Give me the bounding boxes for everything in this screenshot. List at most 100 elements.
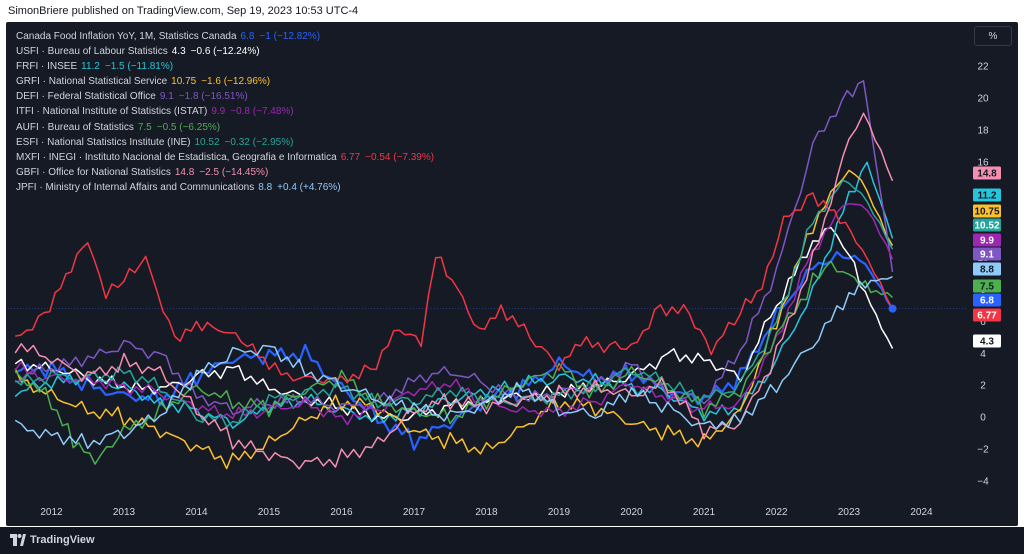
series-line[interactable] bbox=[14, 276, 893, 450]
legend-series-name: USFI · Bureau of Labour Statistics bbox=[16, 46, 168, 58]
legend-series-value: 10.52 bbox=[194, 136, 220, 148]
legend-entry[interactable]: MXFI · INEGI · Instituto Nacional de Est… bbox=[16, 150, 434, 165]
y-tick-label: 22 bbox=[977, 61, 989, 72]
legend-entry[interactable]: USFI · Bureau of Labour Statistics 4.3 −0.… bbox=[16, 44, 434, 59]
y-tick-label: 0 bbox=[980, 413, 986, 424]
legend-series-change: −1.5 (−11.81%) bbox=[104, 61, 174, 73]
legend-series-change: −2.5 (−14.45%) bbox=[199, 166, 269, 178]
value-tag-label: 9.9 bbox=[980, 236, 994, 247]
y-tick-label: 4 bbox=[980, 349, 986, 360]
legend-series-name: MXFI · INEGI · Instituto Nacional de Est… bbox=[16, 151, 337, 163]
legend-series-name: GRFI · National Statistical Service bbox=[16, 76, 168, 88]
y-tick-label: 18 bbox=[977, 125, 989, 136]
value-tag-label: 4.3 bbox=[980, 337, 994, 348]
series-line[interactable] bbox=[14, 260, 893, 465]
legend-entry[interactable]: AUFI · Bureau of Statistics 7.5 −0.5 (−6.2… bbox=[16, 120, 434, 135]
footer-bar bbox=[0, 527, 1024, 554]
x-tick-label: 2022 bbox=[765, 507, 788, 518]
value-tag bbox=[973, 279, 1001, 293]
x-tick-label: 2013 bbox=[113, 507, 136, 518]
legend-series-name: GBFI · Office for National Statistics bbox=[16, 166, 171, 178]
publish-header: SimonBriere published on TradingView.com… bbox=[8, 5, 359, 17]
legend-series-value: 14.8 bbox=[174, 166, 195, 178]
y-tick-label: 20 bbox=[977, 93, 989, 104]
legend-series-value: 6.77 bbox=[340, 151, 361, 163]
value-tag bbox=[973, 166, 1001, 180]
series-line[interactable] bbox=[15, 80, 894, 416]
legend-series-value: 4.3 bbox=[171, 46, 186, 58]
legend-series-value: 6.8 bbox=[240, 31, 255, 42]
legend-series-name: JPFI · Ministry of Internal Affairs and … bbox=[16, 181, 255, 193]
value-tag bbox=[973, 334, 1001, 348]
x-axis: 2012 2013 2014 2015 2016 2017 2018 2019 2020 2021… bbox=[40, 507, 933, 518]
value-tag bbox=[973, 262, 1001, 276]
y-tick-label: 2 bbox=[980, 381, 986, 392]
tradingview-logo-icon[interactable] bbox=[10, 534, 26, 546]
y-tick-label: −2 bbox=[977, 445, 989, 456]
legend-series-change: −1 (−12.82%) bbox=[259, 31, 321, 42]
x-tick-label: 2015 bbox=[258, 507, 281, 518]
series-line[interactable] bbox=[14, 179, 894, 428]
legend-series-value: 9.9 bbox=[211, 106, 226, 118]
legend-series-change: −0.8 (−7.48%) bbox=[230, 106, 294, 118]
y-tick-label: −4 bbox=[977, 477, 989, 488]
value-tag-label: 6.8 bbox=[980, 296, 994, 307]
legend-entry[interactable]: ESFI · National Statistics Institute (IN… bbox=[16, 135, 434, 150]
value-tag-label: 11.2 bbox=[978, 191, 997, 202]
x-tick-label: 2024 bbox=[910, 507, 933, 518]
x-tick-label: 2023 bbox=[838, 507, 861, 518]
value-tag-label: 9.1 bbox=[980, 250, 994, 261]
legend-entry[interactable]: GBFI · Office for National Statistics 14.… bbox=[16, 165, 434, 180]
value-tag-label: 8.8 bbox=[980, 265, 994, 276]
legend-series-value: 8.8 bbox=[258, 181, 273, 193]
legend-series-change: −1.8 (−16.51%) bbox=[178, 91, 248, 103]
series-line[interactable] bbox=[14, 112, 894, 470]
series-line[interactable] bbox=[14, 161, 894, 429]
value-tag-label: 10.52 bbox=[974, 221, 999, 232]
value-tag-label: 6.77 bbox=[977, 311, 997, 322]
price-tags: 14.8 11.2 10.75 10.52 9.9 9.1 8.8 7.5 6.8 6.77 4.3 bbox=[973, 166, 1001, 348]
x-tick-label: 2017 bbox=[403, 507, 426, 518]
value-tag bbox=[973, 247, 1001, 261]
legend-entry[interactable]: GRFI · National Statistical Service 10.75… bbox=[16, 74, 434, 89]
x-tick-label: 2018 bbox=[475, 507, 498, 518]
legend-entry[interactable]: DEFI · Federal Statistical Office 9.1 −1.8… bbox=[16, 89, 434, 104]
value-tag-label: 10.75 bbox=[974, 207, 999, 218]
value-tag bbox=[973, 188, 1001, 202]
legend-series-name: Canada Food Inflation YoY, 1M, Statistic… bbox=[16, 31, 237, 42]
x-tick-label: 2014 bbox=[185, 507, 208, 518]
legend-series-value: 10.75 bbox=[171, 76, 197, 88]
legend-entry[interactable]: JPFI · Ministry of Internal Affairs and … bbox=[16, 180, 434, 195]
legend-entry[interactable]: Canada Food Inflation YoY, 1M, Statistic… bbox=[16, 29, 434, 44]
series-layer bbox=[14, 80, 897, 470]
value-tag bbox=[973, 233, 1001, 247]
x-tick-label: 2020 bbox=[620, 507, 643, 518]
tradingview-brand[interactable]: TradingView bbox=[30, 534, 95, 546]
legend-entry[interactable]: ITFI · National Institute of Statistics … bbox=[16, 104, 434, 119]
legend-series-name: DEFI · Federal Statistical Office bbox=[16, 91, 156, 103]
legend-series-value: 7.5 bbox=[137, 121, 152, 133]
legend-series-name: ESFI · National Statistics Institute (IN… bbox=[16, 136, 191, 148]
value-tag bbox=[973, 308, 1001, 322]
y-tick-label: 16 bbox=[977, 157, 989, 168]
x-tick-label: 2012 bbox=[40, 507, 63, 518]
legend-series-change: −0.32 (−2.95%) bbox=[224, 136, 294, 148]
x-tick-label: 2019 bbox=[548, 507, 571, 518]
legend-entry[interactable]: FRFI · INSEE 11.2 −1.5 (−11.81%) bbox=[16, 59, 434, 74]
series-end-point bbox=[888, 304, 897, 313]
percent-scale-button[interactable]: % bbox=[974, 26, 1012, 46]
series-line[interactable] bbox=[14, 226, 894, 423]
series-line[interactable] bbox=[15, 192, 894, 384]
value-tag-label: 7.5 bbox=[980, 282, 994, 293]
legend-series-name: FRFI · INSEE bbox=[16, 61, 78, 73]
legend: Canada Food Inflation YoY, 1M, Statistic… bbox=[16, 29, 434, 195]
y-tick-label: 6 bbox=[980, 317, 986, 328]
legend-series-change: −1.6 (−12.96%) bbox=[201, 76, 271, 88]
legend-series-value: 9.1 bbox=[159, 91, 174, 103]
x-tick-label: 2021 bbox=[693, 507, 716, 518]
legend-series-name: AUFI · Bureau of Statistics bbox=[16, 121, 134, 133]
series-line[interactable] bbox=[14, 203, 894, 426]
series-line[interactable] bbox=[14, 169, 894, 470]
x-tick-label: 2016 bbox=[330, 507, 353, 518]
